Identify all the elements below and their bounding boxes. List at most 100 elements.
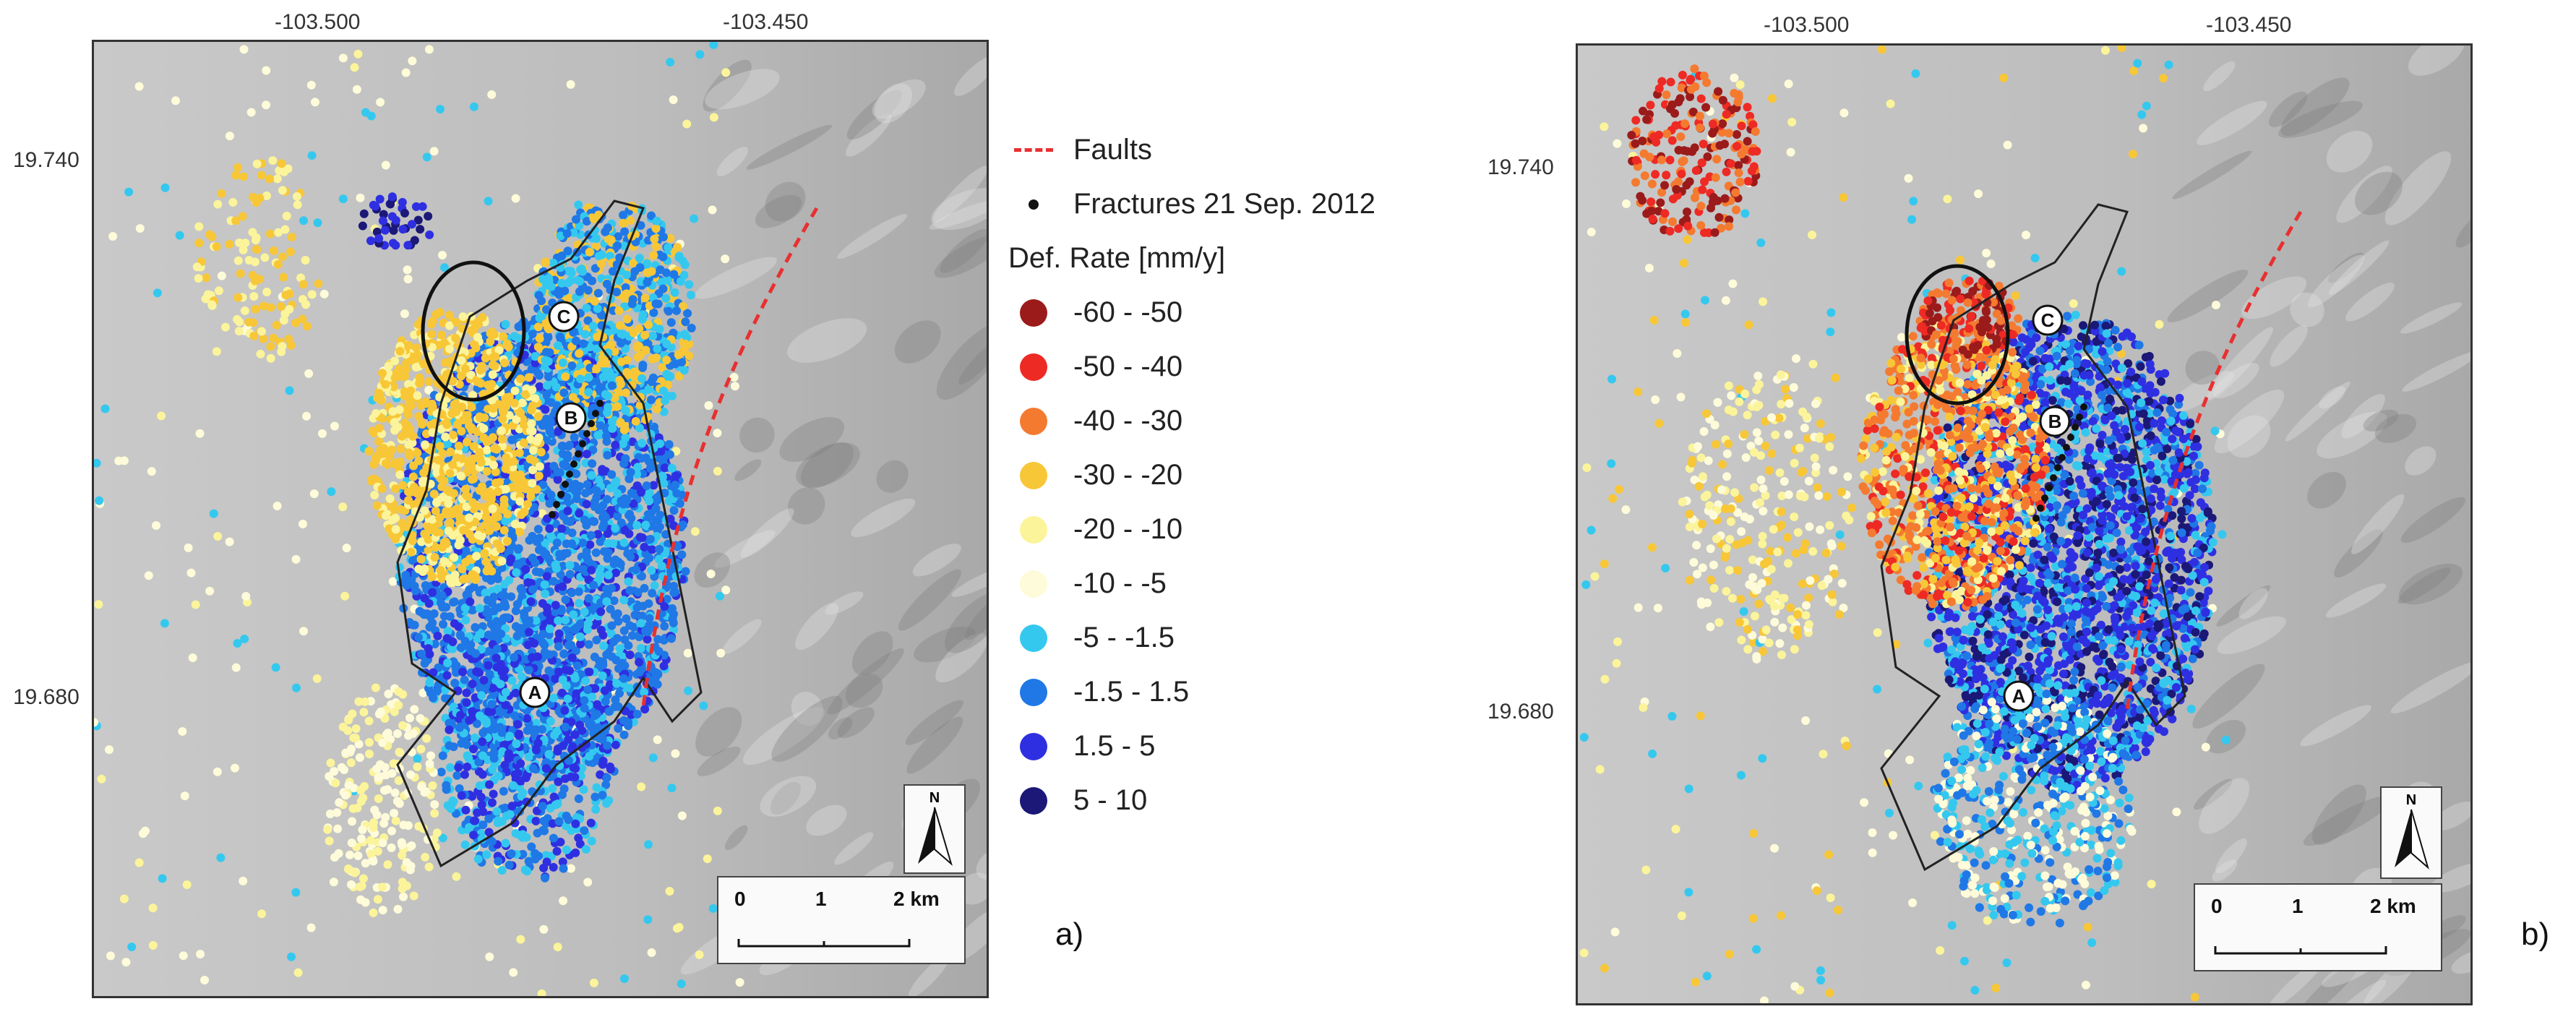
scale-tick-a-2: 2 km [893,888,940,910]
x-tick-a-2: -103.450 [723,10,809,34]
site-label-b: B [564,407,578,429]
site-marker-a [2003,680,2035,712]
fracture-dot [2063,444,2070,451]
legend-class-label: -10 - -5 [1073,567,1167,599]
north-arrow-b: N [2380,786,2442,879]
fracture-dot [2050,474,2057,481]
highlight-ellipse [1905,264,2010,405]
site-marker-b [555,402,587,434]
fracture-dot [588,420,595,427]
y-tick-a-1: 19.740 [13,148,80,172]
legend-class-9: 5 - 10 [1008,773,1456,828]
x-tick-b-1: -103.500 [1764,13,1850,37]
panel-label-a: a) [1055,917,1084,952]
fracture-dot [2045,484,2053,492]
legend-class-8: 1.5 - 5 [1008,719,1456,773]
legend-swatch-icon [1020,732,1047,760]
site-marker-b [2039,405,2071,437]
scale-tick-b-1: 1 [2292,895,2304,917]
fracture-dot [2041,494,2048,502]
fracture-dot [2054,464,2061,471]
legend-swatch-icon [1020,407,1047,435]
legend-class-3: -30 - -20 [1008,448,1456,502]
fracture-dot [583,430,591,437]
legend-fractures-label: Fractures 21 Sep. 2012 [1073,188,1376,220]
y-tick-b-2: 19.680 [1487,700,1554,724]
fracture-dot [549,511,556,518]
fracture-dot [2071,424,2079,431]
legend-faults: Faults [1008,123,1456,177]
legend-class-5: -10 - -5 [1008,557,1456,611]
site-marker-c [2032,304,2064,336]
panel-label-b: b) [2521,917,2550,952]
deformation-points [94,42,744,996]
fault-line [2125,210,2303,711]
legend-swatch-icon [1020,299,1047,327]
legend-class-6: -5 - -1.5 [1008,611,1456,665]
site-label-b: B [2048,411,2062,432]
site-label-c: C [2041,309,2055,331]
fracture-dot [2032,515,2040,522]
legend: Faults Fractures 21 Sep. 2012 Def. Rate … [1008,123,1456,828]
legend-class-label: -30 - -20 [1073,459,1183,491]
fracture-dot [579,440,586,447]
scale-tick-a-0: 0 [734,888,746,910]
legend-class-label: 5 - 10 [1073,784,1148,816]
legend-faults-label: Faults [1073,134,1152,166]
legend-class-label: -20 - -10 [1073,513,1183,545]
legend-swatch-icon [1020,461,1047,489]
legend-class-label: 1.5 - 5 [1073,730,1156,762]
scale-tick-a-1: 1 [815,888,827,910]
fracture-dot-icon [1029,199,1039,210]
legend-swatch-icon [1020,570,1047,598]
legend-swatch-icon [1020,353,1047,381]
legend-rate-title: Def. Rate [mm/y] [1008,242,1226,274]
fracture-dot [575,450,582,458]
urban-outline [1880,203,2186,872]
site-marker-c [548,301,580,332]
fracture-dot [570,460,578,468]
legend-fractures: Fractures 21 Sep. 2012 [1008,177,1456,231]
fracture-dot [557,491,564,498]
site-marker-a [519,677,551,708]
legend-class-1: -50 - -40 [1008,340,1456,394]
map-a-canvas: A B C [94,42,987,996]
fault-line [641,207,819,708]
map-panel-b: A B C [1576,43,2473,1005]
north-arrow-icon [2395,809,2429,870]
x-tick-a-1: -103.500 [275,10,361,34]
map-panel-a: A B C [92,40,989,998]
site-label-c: C [557,306,571,327]
fracture-dot [592,410,599,417]
site-label-a: A [2012,685,2026,707]
fracture-dot [2037,505,2044,512]
legend-class-2: -40 - -30 [1008,394,1456,448]
legend-swatch-icon [1020,624,1047,652]
legend-classes: -60 - -50 -50 - -40 -40 - -30 -30 - -20 -20 … [1008,286,1456,828]
urban-outline [396,199,703,868]
legend-class-label: -5 - -1.5 [1073,622,1175,653]
legend-class-label: -50 - -40 [1073,351,1183,382]
fracture-dot [596,400,604,407]
x-tick-b-2: -103.450 [2206,13,2292,37]
fracture-dot [562,481,569,488]
fracture-dot [566,471,573,478]
scale-bar-a: 0 1 2 km [717,876,966,964]
fracture-dot [2080,403,2087,411]
fault-line-icon [1014,148,1053,152]
legend-swatch-icon [1020,678,1047,706]
legend-class-label: -1.5 - 1.5 [1073,676,1190,708]
north-label-b: N [2405,792,2417,808]
hillshade-background [94,42,987,996]
highlight-ellipse [421,260,526,402]
site-label-a: A [528,682,542,703]
scale-bar-icon [737,939,911,948]
map-b-canvas: A B C [1578,46,2470,1003]
y-tick-a-2: 19.680 [13,685,80,709]
legend-class-4: -20 - -10 [1008,502,1456,557]
legend-class-label: -60 - -50 [1073,296,1183,328]
scale-bar-b: 0 1 2 km [2194,883,2442,971]
north-label-a: N [929,790,940,806]
fracture-dot [2058,454,2066,461]
north-arrow-icon [918,807,953,867]
